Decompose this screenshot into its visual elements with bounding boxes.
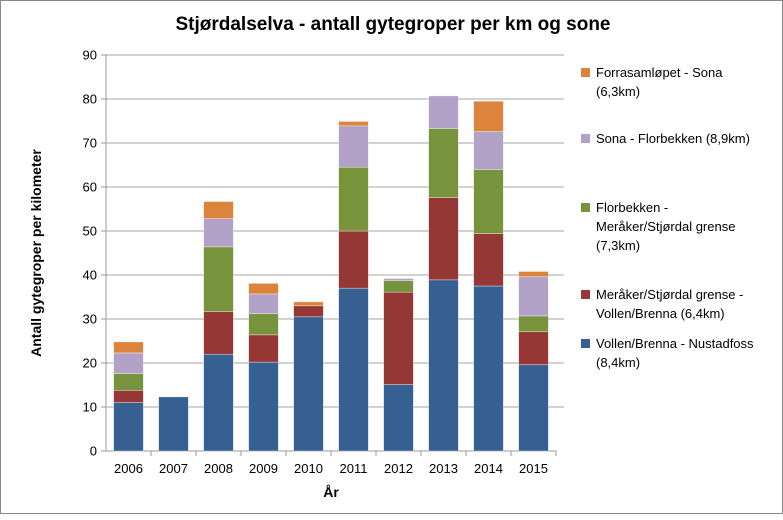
bar-segment — [293, 305, 324, 318]
bar-segment — [518, 315, 549, 333]
bar-segment — [518, 276, 549, 317]
x-tick-label: 2008 — [204, 461, 233, 476]
legend-swatch — [581, 339, 590, 348]
bar-segment — [113, 341, 144, 354]
x-tick-label: 2010 — [294, 461, 323, 476]
bar-segment — [248, 283, 279, 295]
bar-segment — [293, 316, 324, 452]
bar-segment — [248, 334, 279, 363]
bar-segment — [113, 352, 144, 374]
bar-segment — [338, 287, 369, 452]
x-tick-label: 2014 — [474, 461, 503, 476]
legend-label: (7,3km) — [596, 238, 640, 253]
bar-segment — [203, 218, 234, 248]
y-tick-label: 10 — [83, 400, 97, 415]
bar-segment — [428, 95, 459, 129]
legend-swatch — [581, 68, 590, 77]
bar-segment — [203, 201, 234, 219]
bar-segment — [293, 301, 324, 307]
bar-segment — [248, 313, 279, 336]
bar-segment — [383, 280, 414, 293]
bar-segment — [338, 166, 369, 232]
bar-segment — [428, 279, 459, 452]
legend-label: Vollen/Brenna - Nustadfoss — [596, 336, 754, 351]
bar-segment — [473, 100, 504, 132]
bar-segment — [248, 293, 279, 315]
bar-segment — [203, 246, 234, 312]
y-tick-label: 50 — [83, 224, 97, 239]
bar-segment — [338, 121, 369, 127]
legend-label: Florbekken - — [596, 200, 668, 215]
y-tick-label: 30 — [83, 312, 97, 327]
x-tick-label: 2007 — [159, 461, 188, 476]
y-axis-label: Antall gytegroper per kilometer — [28, 149, 44, 357]
bar-segment — [518, 271, 549, 278]
y-tick-label: 20 — [83, 356, 97, 371]
legend-label: Vollen/Brenna (6,4km) — [596, 306, 725, 321]
bar-segment — [518, 331, 549, 366]
legend-label: Meråker/Stjørdal grense - — [596, 287, 743, 302]
bar-segment — [113, 389, 144, 403]
y-tick-label: 40 — [83, 268, 97, 283]
bar-segment — [428, 128, 459, 198]
x-tick-label: 2015 — [519, 461, 548, 476]
chart-title: Stjørdalselva - antall gytegroper per km… — [175, 14, 610, 35]
y-tick-label: 60 — [83, 180, 97, 195]
legend-swatch — [581, 203, 590, 212]
x-tick-label: 2011 — [340, 461, 368, 476]
legend-label: (8,4km) — [596, 355, 640, 370]
bar-segment — [113, 373, 144, 391]
bar-segment — [428, 197, 459, 281]
y-tick-label: 90 — [83, 48, 97, 63]
x-axis-label: År — [323, 484, 339, 500]
legend-swatch — [581, 134, 590, 143]
bar-segment — [383, 278, 414, 282]
x-tick-label: 2013 — [429, 461, 458, 476]
bar-segment — [518, 364, 549, 452]
bar-segment — [383, 291, 414, 385]
bar-segment — [473, 233, 504, 287]
bar-segment — [338, 125, 369, 168]
bar-segment — [158, 396, 189, 452]
bar-segment — [473, 285, 504, 452]
legend-label: Meråker/Stjørdal grense — [596, 219, 735, 234]
bar-segment — [383, 384, 414, 452]
y-tick-label: 80 — [83, 92, 97, 107]
bar-segment — [473, 131, 504, 170]
y-tick-label: 0 — [90, 444, 97, 459]
legend-swatch — [581, 290, 590, 299]
x-tick-label: 2009 — [249, 461, 278, 476]
bar-segment — [203, 311, 234, 355]
legend-label: (6,3km) — [596, 84, 640, 99]
x-tick-label: 2012 — [384, 461, 413, 476]
y-tick-label: 70 — [83, 136, 97, 151]
bar-segment — [338, 230, 369, 289]
bar-segment — [203, 353, 234, 452]
x-tick-label: 2006 — [114, 461, 143, 476]
legend-label: Forrasamløpet - Sona — [596, 65, 723, 80]
legend-label: Sona - Florbekken (8,9km) — [596, 131, 750, 146]
bar-segment — [248, 361, 279, 452]
bar-segment — [113, 402, 144, 452]
bar-segment — [473, 169, 504, 234]
